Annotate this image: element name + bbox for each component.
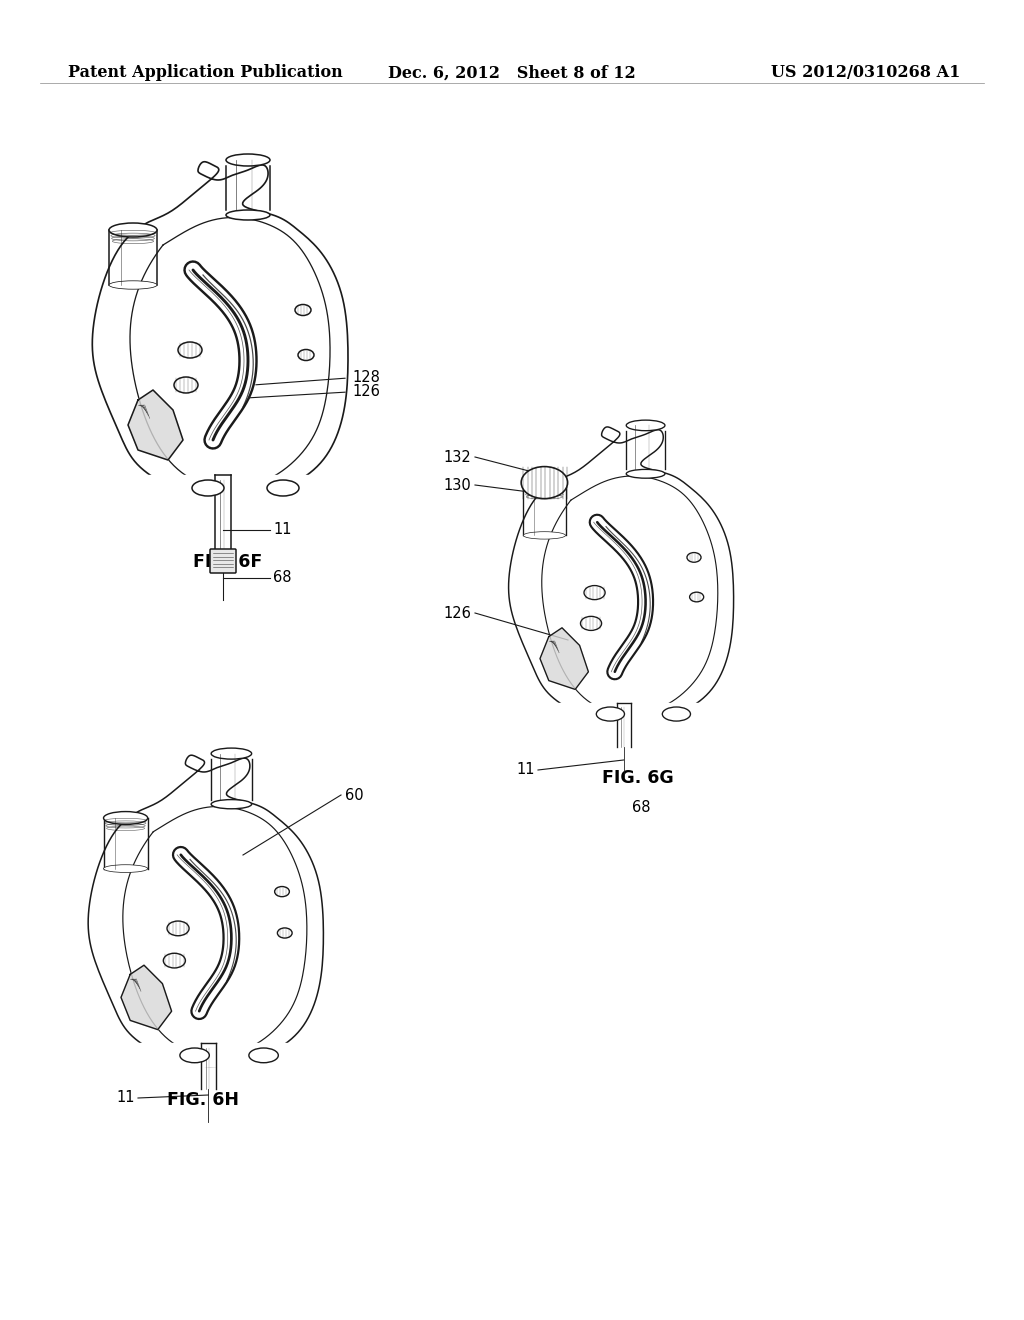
Ellipse shape [103,865,147,873]
Text: 132: 132 [443,450,471,465]
Ellipse shape [298,350,314,360]
Text: 130: 130 [443,478,471,492]
Ellipse shape [687,553,701,562]
Text: FIG. 6G: FIG. 6G [602,770,674,787]
Text: 126: 126 [443,606,471,620]
Polygon shape [522,702,733,725]
Text: Patent Application Publication: Patent Application Publication [68,65,343,81]
Ellipse shape [211,800,252,809]
Ellipse shape [226,210,270,220]
Text: US 2012/0310268 A1: US 2012/0310268 A1 [771,65,961,81]
Ellipse shape [278,928,292,939]
Text: Dec. 6, 2012   Sheet 8 of 12: Dec. 6, 2012 Sheet 8 of 12 [388,65,636,81]
Ellipse shape [521,466,567,499]
FancyBboxPatch shape [210,549,236,573]
Ellipse shape [523,480,565,494]
Polygon shape [128,389,183,459]
Ellipse shape [193,480,224,496]
Text: 126: 126 [352,384,380,400]
Ellipse shape [249,1048,279,1063]
Ellipse shape [274,887,290,896]
Ellipse shape [103,812,147,825]
Ellipse shape [180,1048,209,1063]
Ellipse shape [109,281,157,289]
Ellipse shape [163,953,185,968]
Ellipse shape [596,708,625,721]
Ellipse shape [174,378,198,393]
Text: 68: 68 [632,800,650,814]
Ellipse shape [295,305,311,315]
Ellipse shape [211,748,252,759]
Text: 128: 128 [352,371,380,385]
Text: FIG. 6F: FIG. 6F [194,553,262,572]
Text: 11: 11 [117,1090,135,1106]
Ellipse shape [627,420,665,430]
Polygon shape [121,965,172,1030]
Ellipse shape [584,586,605,599]
Polygon shape [540,628,589,689]
Ellipse shape [267,480,299,496]
Text: 11: 11 [516,763,535,777]
Ellipse shape [226,154,270,166]
Polygon shape [102,1043,324,1067]
Text: 60: 60 [345,788,364,803]
Ellipse shape [167,921,189,936]
Ellipse shape [109,223,157,238]
Ellipse shape [581,616,601,631]
Polygon shape [108,475,348,500]
Ellipse shape [523,532,565,539]
Ellipse shape [689,593,703,602]
Text: 11: 11 [273,523,292,537]
Text: 68: 68 [273,570,292,586]
Ellipse shape [663,708,690,721]
Text: FIG. 6H: FIG. 6H [167,1092,239,1109]
Ellipse shape [627,470,665,478]
Ellipse shape [178,342,202,358]
